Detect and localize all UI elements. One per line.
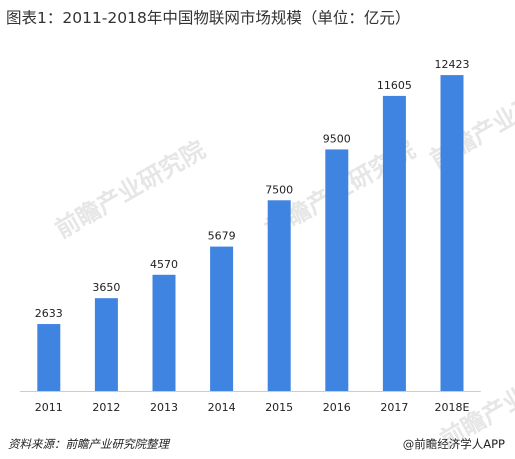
bar-2017 xyxy=(382,95,406,391)
bar-2016 xyxy=(325,149,349,391)
data-label-2015: 7500 xyxy=(265,183,293,196)
x-tick-label-2012: 2012 xyxy=(92,401,120,414)
x-tick-label-2017: 2017 xyxy=(380,401,408,414)
bar-2012 xyxy=(94,298,118,391)
x-tick-label-2014: 2014 xyxy=(208,401,236,414)
bar-2015 xyxy=(267,200,291,391)
x-tick-label-2013: 2013 xyxy=(150,401,178,414)
x-tick-label-2011: 2011 xyxy=(35,401,63,414)
bar-2013 xyxy=(152,274,176,391)
x-tick-label-2018E: 2018E xyxy=(435,401,470,414)
x-tick-label-2016: 2016 xyxy=(323,401,351,414)
credit-note: @前瞻经济学人APP xyxy=(402,437,505,451)
data-label-2013: 4570 xyxy=(150,258,178,271)
data-label-2016: 9500 xyxy=(323,132,351,145)
data-label-2011: 2633 xyxy=(35,307,63,320)
data-label-2017: 11605 xyxy=(377,79,412,92)
bar-2014 xyxy=(210,246,234,391)
bar-2018E xyxy=(440,75,464,391)
chart-title: 图表1：2011-2018年中国物联网市场规模（单位：亿元） xyxy=(6,9,411,27)
x-tick-label-2015: 2015 xyxy=(265,401,293,414)
data-label-2014: 5679 xyxy=(208,230,236,243)
data-label-2018E: 12423 xyxy=(435,58,470,71)
data-label-2012: 3650 xyxy=(92,281,120,294)
bar-2011 xyxy=(37,324,61,391)
source-note: 资料来源：前瞻产业研究院整理 xyxy=(8,437,169,451)
